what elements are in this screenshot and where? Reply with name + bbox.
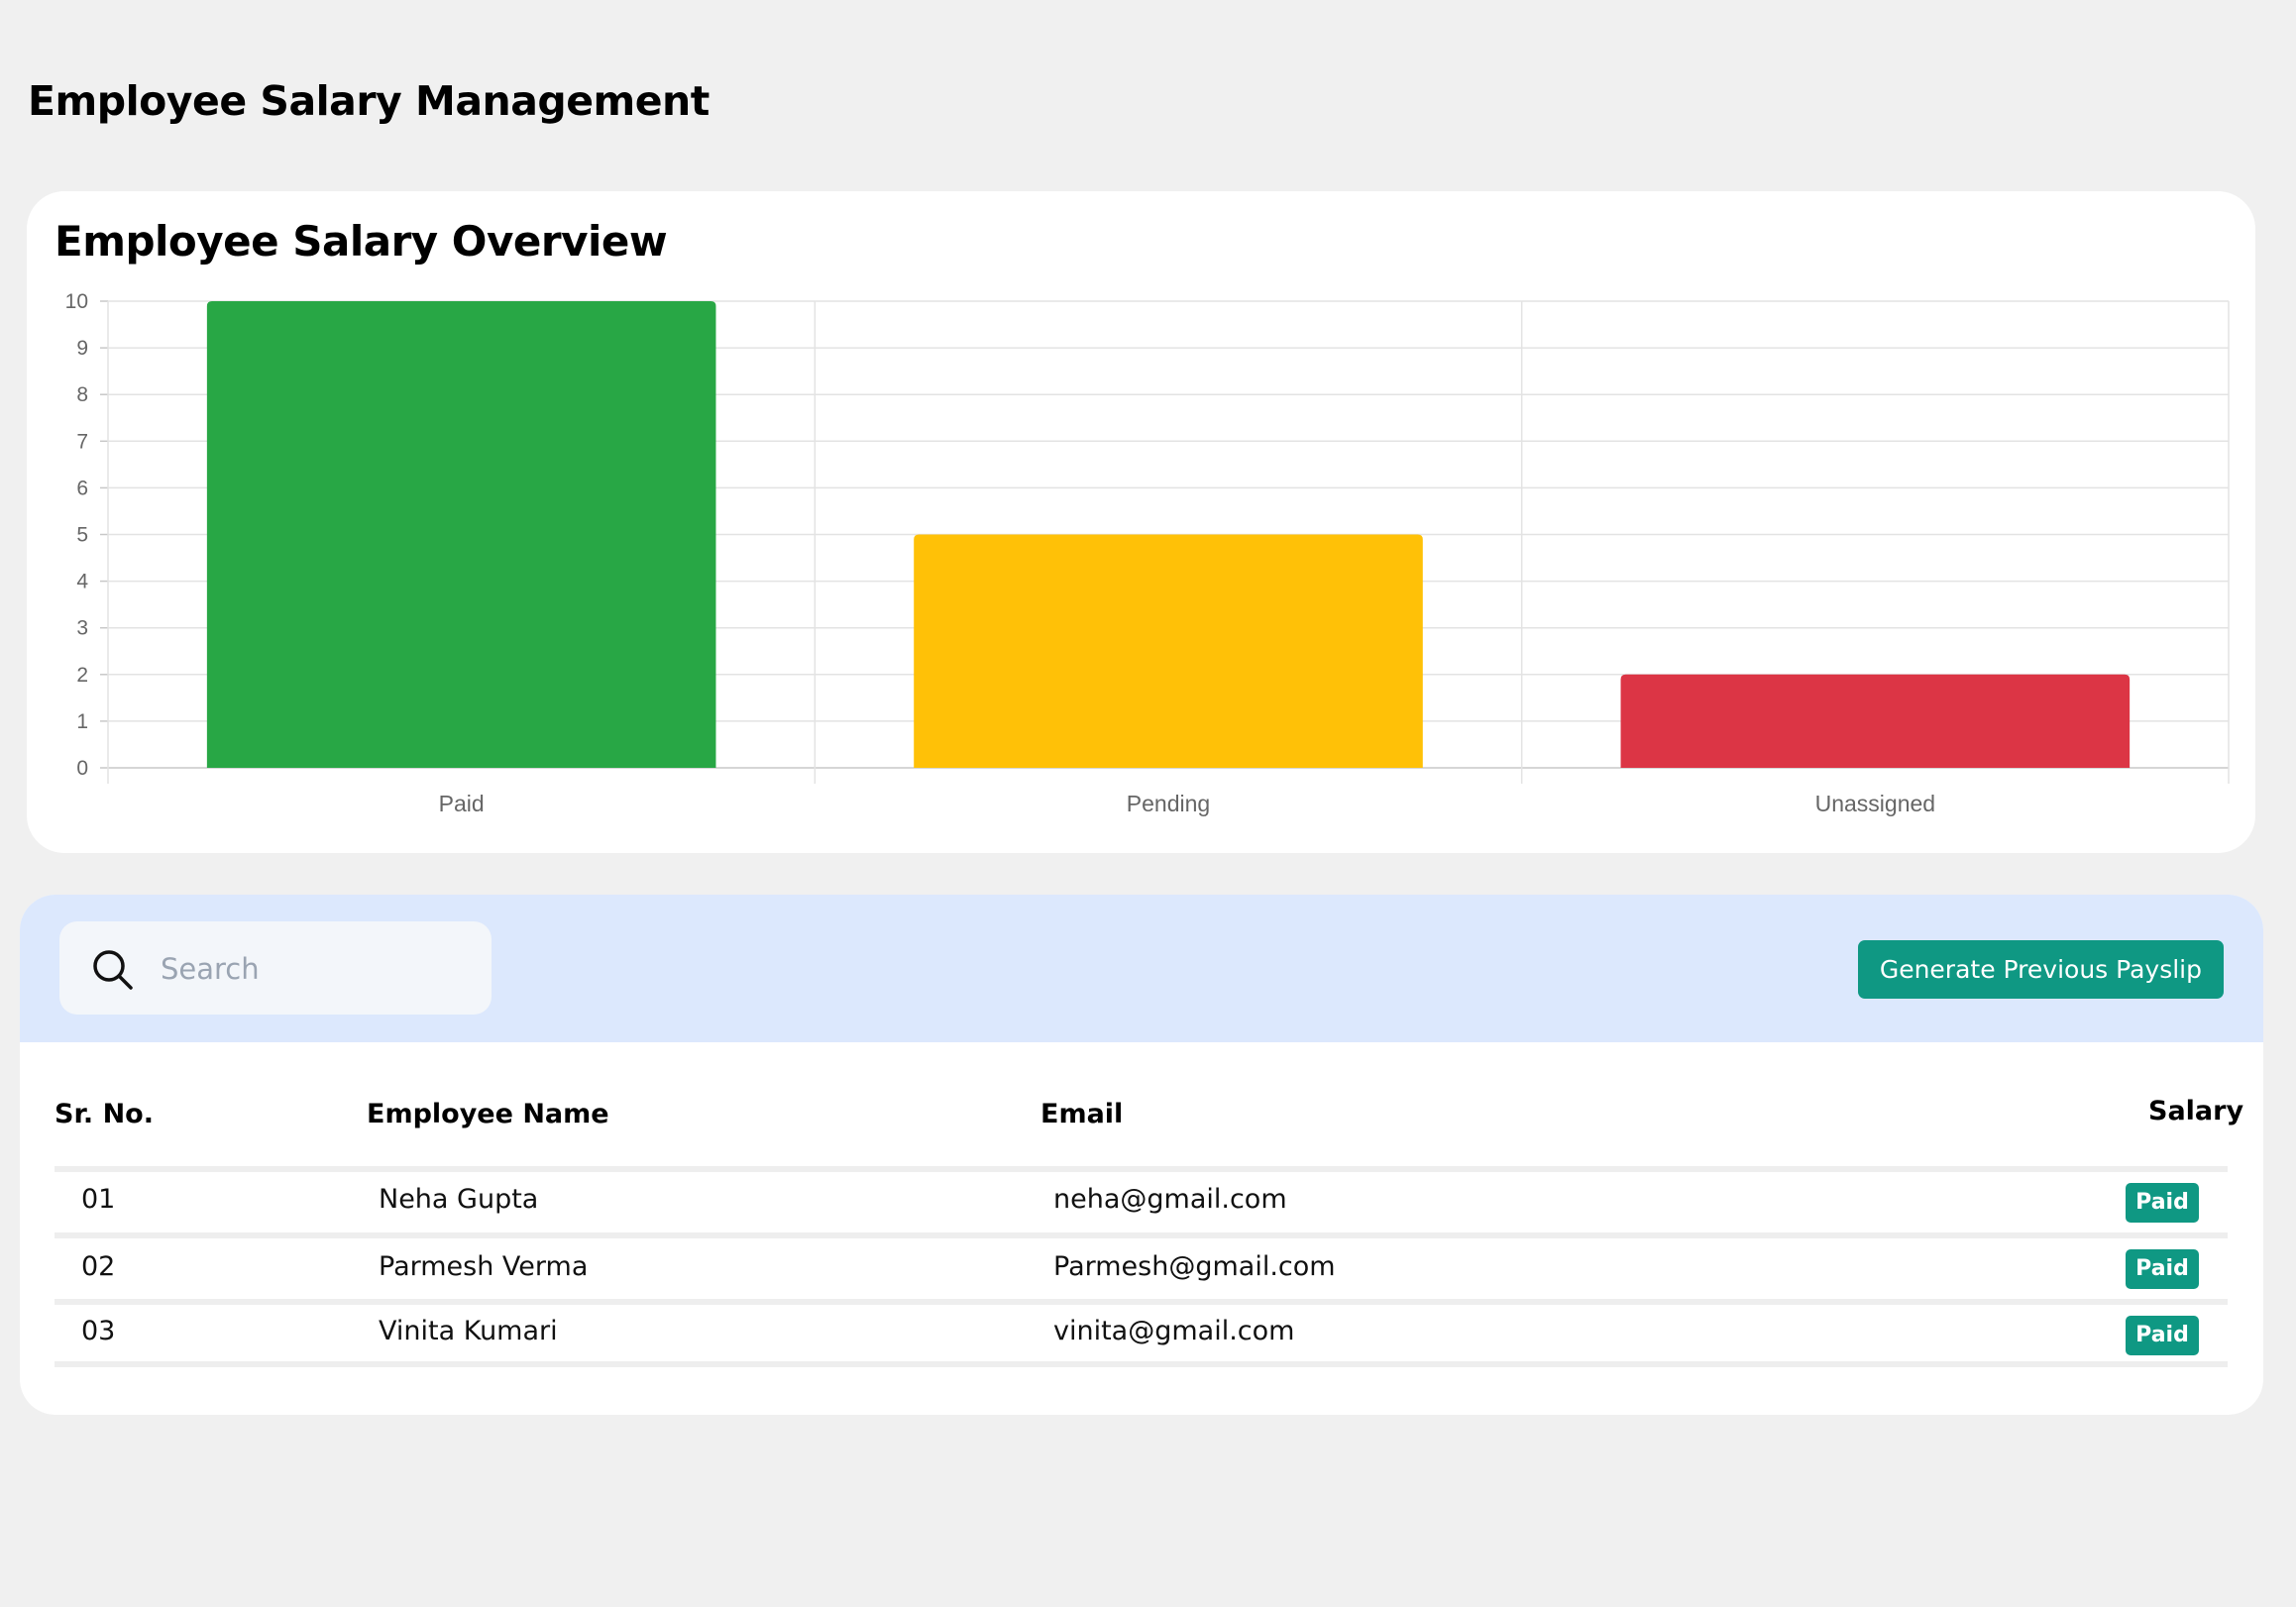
header-email: Email (1040, 1099, 1124, 1129)
y-tick-label: 6 (76, 477, 88, 499)
y-tick-label: 9 (76, 337, 88, 360)
search-input[interactable] (159, 941, 480, 997)
header-employee-name: Employee Name (367, 1099, 609, 1129)
cell-sr-no: 02 (81, 1251, 116, 1282)
bar-paid (206, 301, 716, 768)
x-tick-label: Pending (1127, 791, 1210, 816)
cell-employee-name: Parmesh Verma (379, 1251, 589, 1282)
page-title: Employee Salary Management (28, 77, 710, 125)
row-divider (55, 1232, 2228, 1238)
row-divider (55, 1166, 2228, 1172)
cell-sr-no: 01 (81, 1184, 116, 1215)
y-tick-label: 2 (76, 664, 88, 687)
cell-employee-name: Vinita Kumari (379, 1316, 558, 1346)
y-tick-label: 0 (76, 757, 88, 780)
cell-employee-name: Neha Gupta (379, 1184, 539, 1215)
header-sr-no: Sr. No. (55, 1099, 154, 1129)
header-salary: Salary (2148, 1096, 2244, 1126)
row-divider (55, 1299, 2228, 1305)
search-box[interactable] (59, 921, 492, 1015)
bar-pending (914, 534, 1423, 768)
y-tick-label: 3 (76, 617, 88, 640)
employee-table-card: Generate Previous Payslip Sr. No. Employ… (20, 895, 2263, 1415)
status-badge: Paid (2126, 1316, 2199, 1355)
x-tick-label: Paid (439, 791, 485, 816)
row-divider (55, 1361, 2228, 1367)
y-tick-label: 4 (76, 571, 88, 593)
salary-chart-card: Employee Salary Overview 0 1 2 3 4 5 6 7 8 9 10 Pai… (27, 191, 2255, 853)
y-tick-label: 5 (76, 524, 88, 547)
status-badge: Paid (2126, 1183, 2199, 1223)
cell-email: neha@gmail.com (1053, 1184, 1287, 1215)
x-tick-label: Unassigned (1815, 791, 1935, 816)
status-badge: Paid (2126, 1249, 2199, 1289)
y-tick-label: 10 (65, 290, 88, 313)
bar-unassigned (1620, 674, 2131, 768)
search-icon (93, 950, 133, 990)
generate-previous-payslip-button[interactable]: Generate Previous Payslip (1857, 940, 2224, 999)
y-tick-label: 8 (76, 383, 88, 406)
y-tick-label: 7 (76, 430, 88, 453)
salary-bar-chart: 0 1 2 3 4 5 6 7 8 9 10 Paid Pending Unassigned (65, 290, 2230, 816)
y-tick-label: 1 (76, 710, 88, 733)
cell-sr-no: 03 (81, 1316, 116, 1346)
chart-title: Employee Salary Overview (55, 217, 668, 266)
table-toolbar: Generate Previous Payslip (20, 895, 2263, 1042)
cell-email: Parmesh@gmail.com (1053, 1251, 1336, 1282)
cell-email: vinita@gmail.com (1053, 1316, 1295, 1346)
